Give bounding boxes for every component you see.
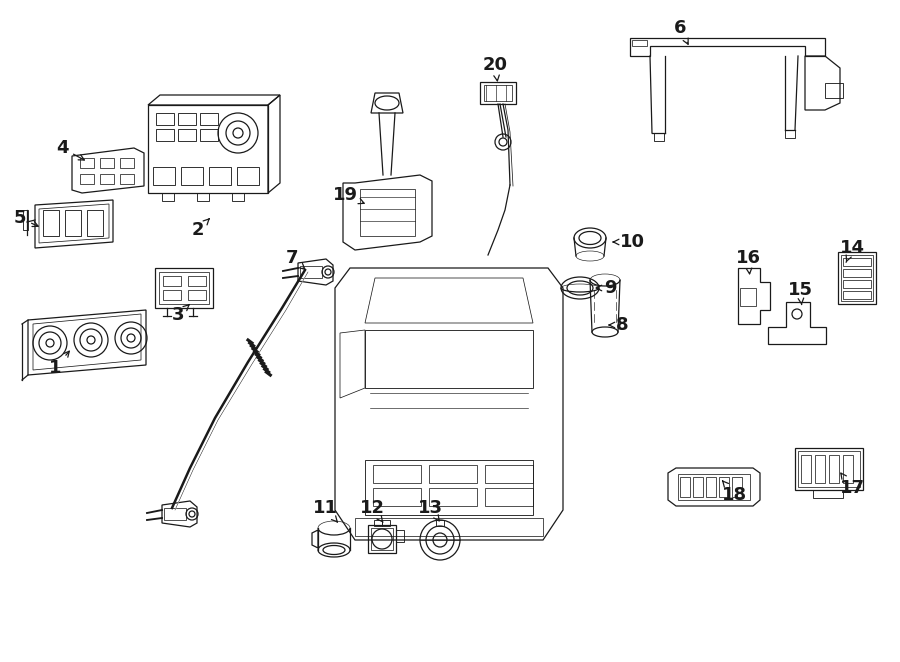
Bar — [382, 520, 390, 526]
Bar — [843, 455, 853, 483]
Bar — [188, 276, 206, 286]
Bar — [373, 488, 421, 506]
Bar — [163, 276, 181, 286]
Bar — [155, 268, 213, 308]
Bar — [680, 477, 690, 497]
Text: 19: 19 — [332, 186, 365, 204]
Text: 20: 20 — [482, 56, 508, 81]
Bar — [843, 258, 871, 266]
Bar — [100, 158, 114, 168]
Text: 11: 11 — [312, 499, 338, 522]
Bar — [371, 528, 393, 550]
Bar — [80, 158, 94, 168]
Text: 18: 18 — [723, 481, 748, 504]
Text: 2: 2 — [192, 218, 209, 239]
Bar — [480, 82, 516, 104]
Text: 16: 16 — [735, 249, 760, 274]
Bar — [148, 105, 268, 193]
Text: 13: 13 — [418, 499, 443, 521]
Bar — [429, 465, 477, 483]
Bar — [719, 477, 729, 497]
Bar — [162, 193, 174, 201]
Text: 9: 9 — [596, 279, 617, 297]
Bar — [355, 518, 543, 536]
Text: 17: 17 — [840, 473, 865, 497]
Bar — [164, 508, 186, 520]
Bar — [485, 465, 533, 483]
Bar — [843, 269, 871, 277]
Bar — [100, 174, 114, 184]
Text: 15: 15 — [788, 281, 813, 305]
Bar — [841, 255, 873, 301]
Bar — [181, 167, 203, 185]
Bar — [829, 455, 839, 483]
Bar — [159, 272, 209, 304]
Bar — [120, 158, 134, 168]
Text: 5: 5 — [14, 209, 38, 227]
Text: 14: 14 — [840, 239, 865, 262]
Bar — [843, 280, 871, 288]
Bar — [632, 40, 647, 46]
Text: 6: 6 — [674, 19, 688, 44]
Bar — [429, 488, 477, 506]
Bar — [795, 448, 863, 490]
Bar — [374, 520, 382, 526]
Bar — [200, 129, 218, 141]
Text: 1: 1 — [49, 351, 69, 377]
Bar — [785, 130, 795, 138]
Bar — [200, 113, 218, 125]
Bar — [232, 193, 244, 201]
Text: 4: 4 — [56, 139, 85, 160]
Bar — [120, 174, 134, 184]
Bar — [188, 290, 206, 300]
Text: 8: 8 — [609, 316, 628, 334]
Bar — [368, 525, 396, 553]
Bar — [23, 210, 28, 230]
Bar — [197, 193, 209, 201]
Bar — [65, 210, 81, 236]
Bar — [843, 291, 871, 299]
Bar — [209, 167, 231, 185]
Bar — [300, 266, 322, 278]
Bar — [485, 488, 533, 506]
Bar — [654, 133, 664, 141]
Bar — [80, 174, 94, 184]
Bar — [373, 465, 421, 483]
Bar — [87, 210, 103, 236]
Bar — [360, 189, 415, 236]
Bar — [436, 520, 444, 526]
Text: 3: 3 — [172, 305, 189, 324]
Bar — [838, 252, 876, 304]
Bar — [740, 288, 756, 306]
Bar — [43, 210, 59, 236]
Bar — [365, 330, 533, 388]
Bar — [163, 290, 181, 300]
Bar — [825, 83, 843, 98]
Text: 10: 10 — [613, 233, 644, 251]
Bar — [706, 477, 716, 497]
Bar — [801, 455, 811, 483]
Bar — [484, 85, 512, 101]
Bar — [693, 477, 703, 497]
Bar — [813, 490, 843, 498]
Bar — [237, 167, 259, 185]
Bar — [798, 451, 860, 487]
Bar — [156, 129, 174, 141]
Bar — [365, 460, 533, 515]
Bar — [678, 474, 750, 500]
Text: 12: 12 — [359, 499, 384, 522]
Bar — [178, 129, 196, 141]
Bar — [153, 167, 175, 185]
Bar — [178, 113, 196, 125]
Bar — [396, 530, 404, 542]
Bar — [732, 477, 742, 497]
Bar — [815, 455, 825, 483]
Text: 7: 7 — [286, 249, 305, 269]
Bar — [156, 113, 174, 125]
